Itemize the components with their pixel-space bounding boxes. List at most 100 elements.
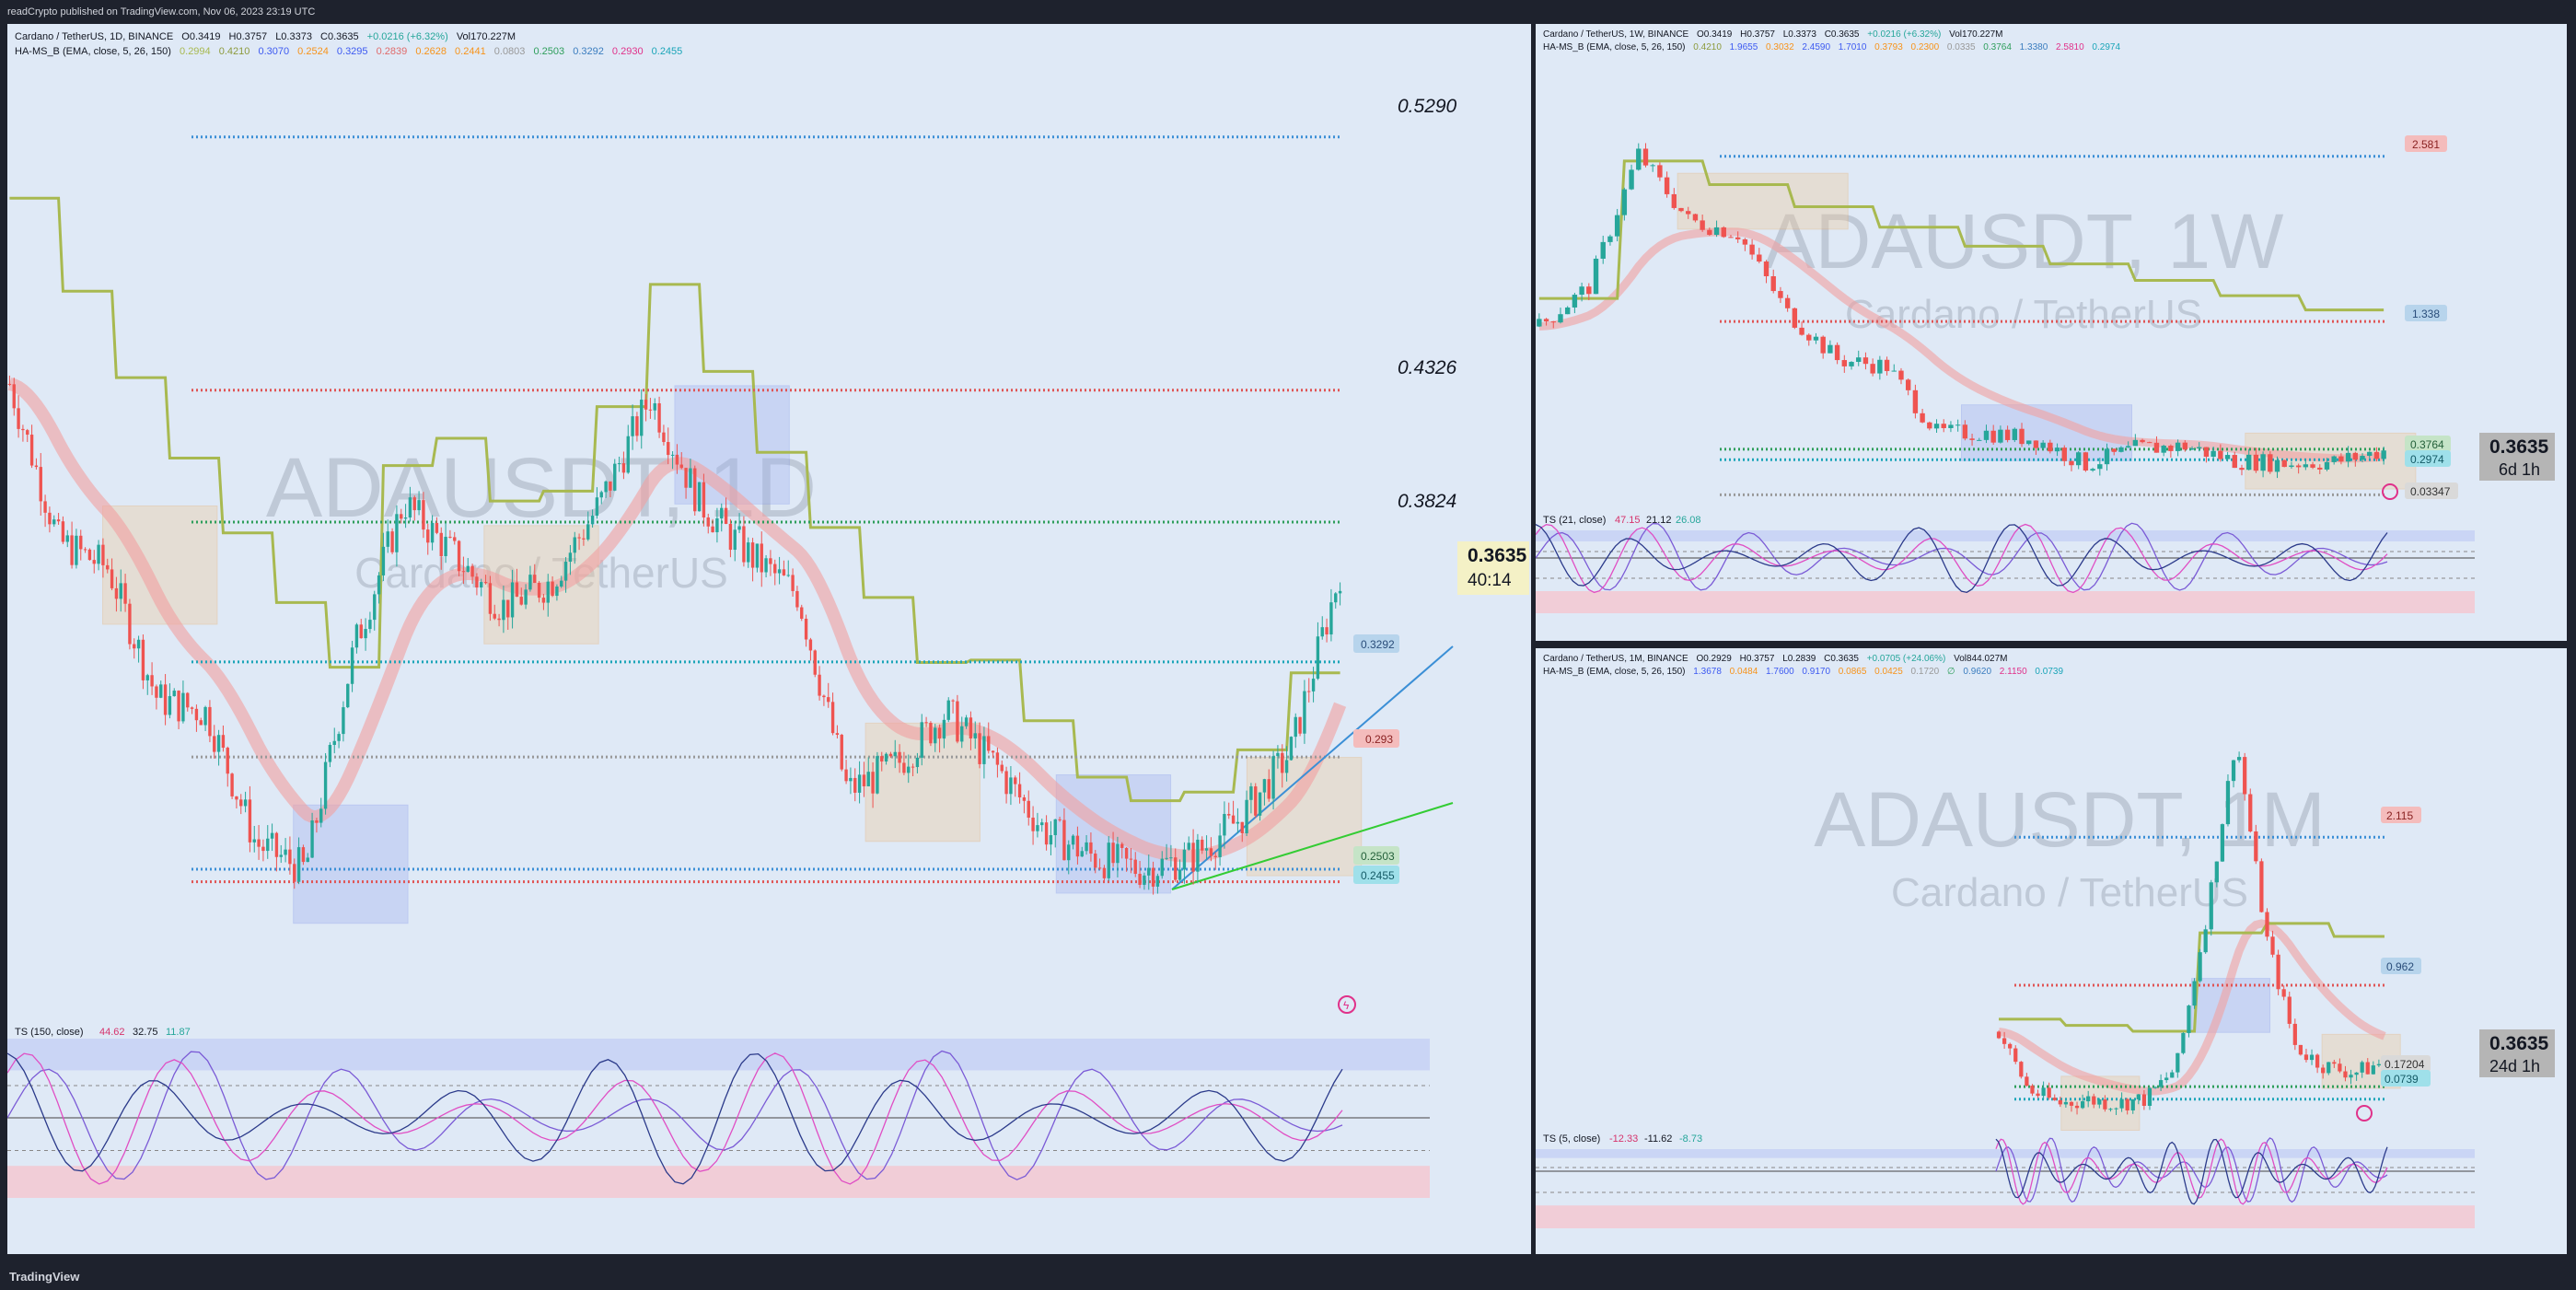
candle-body [506, 599, 510, 618]
candle-body [835, 733, 840, 735]
osc-legend-v3: 11.87 [166, 1027, 191, 1038]
candle-body [1728, 237, 1734, 238]
candle-body [2092, 1096, 2096, 1105]
candle-body [1298, 716, 1302, 734]
candle-body [728, 523, 733, 551]
candle-body [172, 691, 176, 697]
candle-body [435, 522, 439, 533]
candle-body [590, 516, 595, 525]
candle-body [346, 683, 350, 708]
candle-body [2153, 442, 2160, 453]
candle-body [1102, 867, 1107, 878]
candle-body [261, 846, 265, 852]
candle-body [2103, 1099, 2107, 1110]
weekly-legend-indicator[interactable]: HA-MS_B (EMA, close, 5, 26, 150) 0.4210 … [1543, 42, 2126, 52]
candle-body [230, 773, 234, 796]
candle-body [248, 799, 252, 843]
candle-body [902, 762, 906, 773]
candle-body [319, 808, 323, 823]
daily-legend-indicator[interactable]: HA-MS_B (EMA, close, 5, 26, 150) 0.2994 … [15, 46, 688, 57]
candle-body [390, 531, 394, 552]
candle-body [177, 691, 180, 722]
ind-val: 0.3032 [1766, 42, 1794, 52]
monthly-chart-panel[interactable]: ADAUSDT, 1M Cardano / TetherUS 2.115 0.9… [1536, 648, 2567, 1254]
candle-body [29, 435, 34, 466]
ind-val: 0.3295 [336, 46, 368, 57]
monthly-chart-svg[interactable]: ADAUSDT, 1M Cardano / TetherUS 2.115 0.9… [1536, 648, 2567, 1254]
candle-body [800, 607, 804, 619]
weekly-chart-panel[interactable]: ADAUSDT, 1W Cardano / TetherUS 2.581 1.3… [1536, 24, 2567, 641]
candle-body [395, 514, 399, 552]
candle-body [2232, 455, 2237, 469]
candle-body [2013, 1048, 2018, 1063]
candle-body [1107, 843, 1110, 878]
candle-body [373, 594, 377, 621]
candle-body [364, 629, 367, 639]
candle-body [315, 820, 319, 823]
daily-chart-panel[interactable]: ADAUSDT, 1D Cardano / TetherUS 0.5290 0.… [7, 24, 1531, 1254]
candle-body [2147, 442, 2152, 444]
indicator-lines [1998, 835, 2387, 1101]
candle-body [1537, 319, 1542, 327]
candle-body [626, 436, 630, 473]
ind-val: 0.2524 [297, 46, 329, 57]
candle-body [813, 650, 817, 675]
candle-body [995, 752, 1000, 765]
candle-body [257, 839, 261, 847]
candle-body [599, 492, 603, 498]
candle-body [844, 769, 848, 782]
monthly-legend-indicator[interactable]: HA-MS_B (EMA, close, 5, 26, 150) 1.3678 … [1543, 667, 2069, 677]
candle-body [866, 772, 870, 786]
candle-body [609, 481, 612, 491]
osc-line [1995, 1137, 2388, 1203]
candle-body [524, 589, 528, 605]
candle-body [560, 580, 563, 587]
legend-volume: Vol170.227M [456, 31, 516, 42]
daily-legend-main[interactable]: Cardano / TetherUS, 1D, BINANCE O0.3419 … [15, 31, 521, 42]
candle-body [1022, 796, 1027, 801]
candle-body [515, 582, 519, 598]
ind-val: 0.0865 [1838, 667, 1867, 677]
monthly-badge-2: 0.962 [2386, 960, 2414, 973]
weekly-legend-main[interactable]: Cardano / TetherUS, 1W, BINANCE O0.3419 … [1543, 29, 2009, 40]
osc-upper-band [1536, 1149, 2475, 1158]
badge-4: 0.2455 [1361, 869, 1395, 882]
candle-body [2104, 448, 2110, 465]
candle-body [1067, 844, 1071, 861]
candle-body [1735, 237, 1741, 239]
candle-body [960, 726, 964, 742]
candle-body [510, 582, 515, 618]
candle-body [1151, 867, 1155, 887]
candle-body [573, 537, 576, 553]
monthly-legend-main[interactable]: Cardano / TetherUS, 1M, BINANCE O0.2929 … [1543, 654, 2013, 664]
monthly-watermark: ADAUSDT, 1M [1814, 776, 2325, 863]
candle-body [203, 706, 207, 726]
candle-body [502, 599, 505, 621]
lightning-icon[interactable] [1338, 995, 1356, 1014]
candle-body [145, 675, 149, 680]
candle-body [1227, 813, 1231, 816]
candle-body [12, 384, 16, 409]
candle-body [1657, 165, 1663, 178]
candle-body [1178, 869, 1182, 880]
current-price-box [1457, 541, 1529, 595]
weekly-badge-4: 0.2974 [2410, 453, 2444, 466]
lightning-icon[interactable] [2382, 483, 2398, 500]
candle-body [1075, 835, 1080, 857]
candle-body [2114, 1108, 2118, 1110]
weekly-badge-3: 0.3764 [2410, 438, 2444, 451]
lightning-icon[interactable] [2356, 1105, 2373, 1121]
candle-body [1329, 602, 1333, 635]
candle-body [1097, 867, 1102, 869]
tradingview-logo: TradingView [9, 1270, 80, 1284]
candle-body [1209, 848, 1213, 856]
weekly-chart-svg[interactable]: ADAUSDT, 1W Cardano / TetherUS 2.581 1.3… [1536, 24, 2567, 641]
candle-body [693, 468, 697, 512]
legend-close: C0.3635 [320, 31, 359, 42]
candle-body [653, 403, 656, 411]
candle-body [946, 700, 950, 720]
daily-chart-svg[interactable]: ADAUSDT, 1D Cardano / TetherUS 0.5290 0.… [7, 24, 1531, 1254]
ind-val: 0.2455 [651, 46, 683, 57]
level-label-1: 0.5290 [1398, 96, 1457, 117]
candle-body [1182, 849, 1187, 870]
